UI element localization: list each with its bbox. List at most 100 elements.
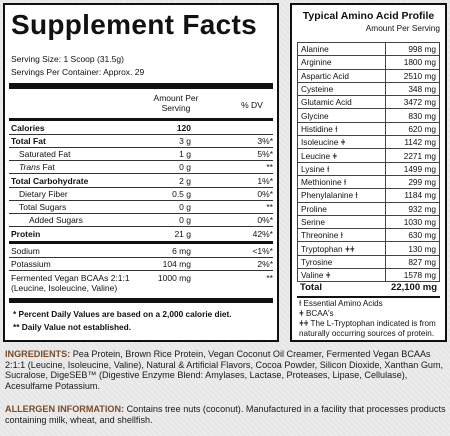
nutrient-dv: <1%*	[252, 246, 273, 256]
amino-acid-name: Histidine Ɨ	[297, 121, 386, 137]
medium-divider	[9, 241, 273, 244]
row-divider	[9, 187, 273, 188]
amino-acid-row: Threonine Ɨ 630 mg	[297, 228, 441, 243]
note-l-tryptophan: ǂǂ The L-Tryptophan indicated is from na…	[299, 319, 436, 338]
nutrient-amount: 0 g	[179, 202, 191, 212]
amount-header-line2: Serving	[161, 103, 191, 113]
footnote-dv-not-established: ** Daily Value not established.	[13, 322, 132, 332]
amino-acid-row: Glycine 830 mg	[297, 108, 441, 123]
ingredients-text: Pea Protein, Brown Rice Protein, Vegan C…	[5, 349, 444, 391]
nutrient-dv: 3%*	[257, 136, 273, 146]
nutrient-amount: 2 g	[179, 176, 191, 186]
row-potassium: Potassium 104 mg 2%*	[9, 258, 273, 270]
row-dietary-fiber: Dietary Fiber 0.5 g 0%*	[9, 188, 273, 200]
nutrient-dv: 1%*	[257, 176, 273, 186]
medium-divider	[9, 118, 273, 121]
amino-acid-name: Valine ǂ	[297, 268, 386, 283]
nutrient-amount: 1000 mg	[157, 273, 191, 283]
fat-word: Fat	[40, 162, 55, 172]
nutrient-amount: 120	[176, 123, 191, 133]
row-calories: Calories 120	[9, 122, 273, 134]
amino-acid-value: 130 mg	[384, 241, 441, 256]
nutrient-amount: 0 g	[179, 162, 191, 172]
amino-acid-value: 1184 mg	[384, 188, 441, 203]
amino-acid-name: Leucine ǂ	[297, 148, 386, 163]
amino-acid-name: Glutamic Acid	[297, 95, 386, 110]
amino-acid-row: Arginine 1800 mg	[297, 55, 441, 70]
amino-acid-name: Proline	[297, 201, 386, 216]
amino-profile-title: Typical Amino Acid Profile	[302, 10, 435, 22]
note-bcaas: ǂ BCAA's	[299, 309, 334, 318]
row-total-fat: Total Fat 3 g 3%*	[9, 135, 273, 147]
amino-acid-value: 2271 mg	[384, 148, 441, 163]
note-essential-amino-acids: Ɨ Essential Amino Acids	[299, 299, 383, 308]
amino-acid-value: 299 mg	[384, 174, 441, 190]
amino-acid-name: Aspartic Acid	[297, 68, 386, 83]
nutrient-name: Fermented Vegan BCAAs 2:1:1 (Leucine, Is…	[11, 273, 130, 293]
nutrient-name: Total Fat	[11, 136, 46, 146]
amino-acid-row: Cysteine 348 mg	[297, 81, 441, 97]
nutrient-dv: 2%*	[257, 259, 273, 269]
amino-acid-name: Methionine Ɨ	[297, 174, 386, 190]
nutrient-name: Sodium	[11, 246, 40, 256]
row-total-carbohydrate: Total Carbohydrate 2 g 1%*	[9, 175, 273, 187]
amino-acid-value: 998 mg	[384, 41, 441, 57]
amino-acid-row: Serine 1030 mg	[297, 214, 441, 230]
supplement-facts-panel: Supplement Facts Serving Size: 1 Scoop (…	[3, 3, 279, 342]
amino-acid-name: Arginine	[297, 55, 386, 70]
amino-acid-row: Leucine ǂ 2271 mg	[297, 148, 441, 163]
total-divider	[297, 296, 440, 298]
servings-per-container: Servings Per Container: Approx. 29	[11, 67, 145, 77]
nutrient-amount: 104 mg	[162, 259, 191, 269]
nutrient-dv: **	[266, 162, 273, 172]
amino-acid-row: Phenylalanine Ɨ 1184 mg	[297, 188, 441, 203]
row-divider	[9, 200, 273, 201]
nutrient-amount: 0 g	[179, 215, 191, 225]
allergen-block: ALLERGEN INFORMATION: Contains tree nuts…	[5, 404, 447, 425]
amino-acid-row: Histidine Ɨ 620 mg	[297, 121, 441, 137]
amino-acid-name: Alanine	[297, 41, 386, 57]
amino-acid-name: Cysteine	[297, 81, 386, 97]
amino-acid-row: Tryptophan ǂǂ 130 mg	[297, 241, 441, 256]
row-total-sugars: Total Sugars 0 g **	[9, 201, 273, 213]
amino-acid-value: 1142 mg	[384, 135, 441, 150]
amino-acid-value: 827 mg	[384, 254, 441, 270]
nutrient-amount: 6 mg	[172, 246, 191, 256]
amino-acid-value: 348 mg	[384, 81, 441, 97]
thick-divider	[9, 298, 273, 303]
nutrient-amount: 21 g	[174, 229, 191, 239]
row-divider	[9, 173, 273, 174]
nutrient-name: Dietary Fiber	[19, 189, 68, 199]
amino-acid-name: Threonine Ɨ	[297, 228, 386, 243]
amino-acid-row: Aspartic Acid 2510 mg	[297, 68, 441, 83]
nutrient-dv: 5%*	[257, 149, 273, 159]
amino-acid-value: 830 mg	[384, 108, 441, 123]
nutrient-name: Saturated Fat	[19, 149, 71, 159]
nutrient-name: Added Sugars	[29, 215, 83, 225]
row-bcaas: Fermented Vegan BCAAs 2:1:1 (Leucine, Is…	[9, 272, 273, 296]
amount-header-line1: Amount Per	[153, 93, 199, 103]
row-added-sugars: Added Sugars 0 g 0%*	[9, 214, 273, 226]
amino-total-value: 22,100 mg	[391, 282, 437, 293]
amino-acid-value: 630 mg	[384, 228, 441, 243]
footnote-percent-dv: * Percent Daily Values are based on a 2,…	[13, 309, 232, 319]
amount-per-serving-header: Amount Per Serving	[139, 93, 213, 113]
amino-total-label: Total	[300, 282, 322, 293]
bcaa-name-line2: (Leucine, Isoleucine, Valine)	[11, 283, 118, 293]
amino-acid-name: Phenylalanine Ɨ	[297, 188, 386, 203]
row-divider	[9, 134, 273, 135]
nutrient-name: Total Sugars	[19, 202, 67, 212]
nutrient-dv: 42%*	[252, 229, 273, 239]
nutrient-name: Calories	[11, 123, 45, 133]
amino-acid-row: Tyrosine 827 mg	[297, 254, 441, 270]
amino-acid-row: Glutamic Acid 3472 mg	[297, 95, 441, 110]
amino-acid-value: 3472 mg	[384, 95, 441, 110]
amino-acid-name: Tryptophan ǂǂ	[297, 241, 386, 256]
nutrient-amount: 1 g	[179, 149, 191, 159]
ingredients-label: INGREDIENTS:	[5, 349, 71, 359]
dv-header: % DV	[241, 100, 263, 110]
amino-acid-row: Methionine Ɨ 299 mg	[297, 174, 441, 190]
row-divider	[9, 270, 273, 271]
nutrient-name: Protein	[11, 229, 41, 239]
row-saturated-fat: Saturated Fat 1 g 5%*	[9, 148, 273, 160]
